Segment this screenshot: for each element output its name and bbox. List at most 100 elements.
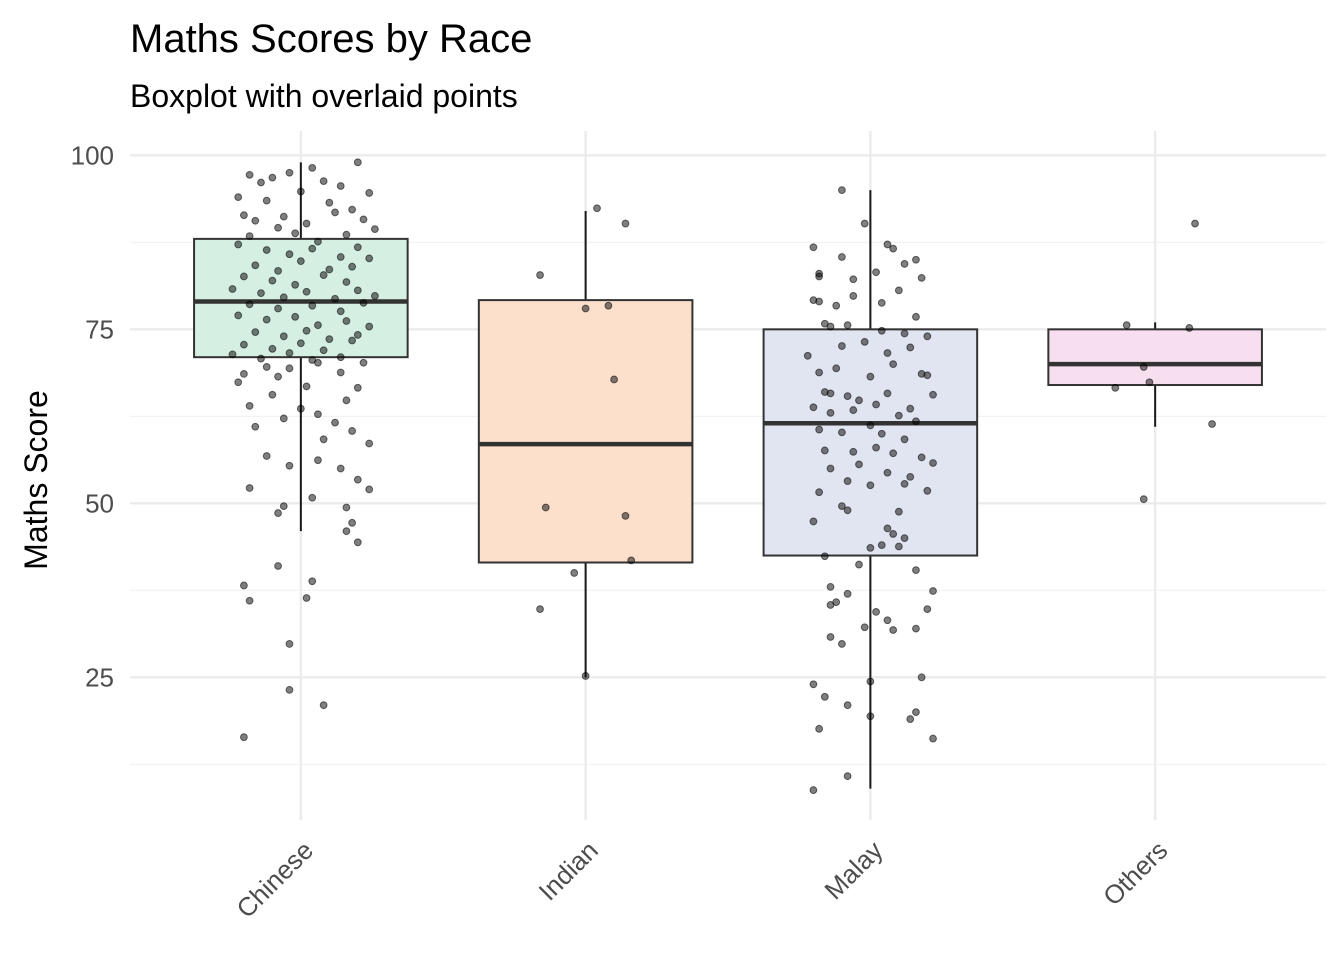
data-point xyxy=(838,640,846,648)
data-point xyxy=(889,449,898,458)
data-point xyxy=(245,596,254,605)
chart-title: Maths Scores by Race xyxy=(130,17,532,61)
data-point xyxy=(262,363,271,371)
data-point xyxy=(843,772,852,781)
data-point xyxy=(274,372,282,381)
data-point xyxy=(604,301,613,310)
x-tick-label: Malay xyxy=(818,835,888,905)
grid xyxy=(130,131,1326,820)
data-point xyxy=(815,425,824,434)
data-point xyxy=(314,237,322,246)
data-point xyxy=(1145,378,1154,387)
box-iqr xyxy=(1047,328,1263,387)
data-point xyxy=(291,312,300,321)
data-point xyxy=(240,272,248,281)
data-point xyxy=(849,447,858,456)
data-point xyxy=(268,344,277,353)
y-tick-label: 100 xyxy=(71,140,114,170)
data-point xyxy=(570,569,579,577)
data-point xyxy=(240,369,248,378)
data-point xyxy=(883,524,892,533)
data-point xyxy=(894,286,903,295)
data-point xyxy=(308,577,317,586)
data-point xyxy=(1139,363,1148,371)
data-point xyxy=(325,335,334,343)
data-point xyxy=(917,273,926,282)
data-point xyxy=(296,339,305,348)
data-point xyxy=(838,253,846,261)
data-point xyxy=(336,464,345,473)
data-point xyxy=(319,346,328,355)
data-point xyxy=(849,292,858,300)
data-point xyxy=(257,289,265,298)
data-point xyxy=(838,502,846,511)
data-point xyxy=(820,446,829,455)
data-point xyxy=(883,468,892,477)
x-tick-label: Indian xyxy=(533,835,604,906)
data-point xyxy=(319,177,328,186)
y-tick-label: 75 xyxy=(85,314,114,344)
data-point xyxy=(894,542,903,551)
data-point xyxy=(245,232,254,240)
data-point xyxy=(342,503,351,512)
data-point xyxy=(314,321,322,330)
points-others xyxy=(1111,219,1216,504)
data-point xyxy=(860,623,869,632)
data-point xyxy=(1208,420,1216,428)
data-point xyxy=(860,337,869,346)
data-point xyxy=(245,170,254,179)
data-point xyxy=(627,556,636,565)
data-point xyxy=(285,364,294,373)
data-point xyxy=(285,250,294,259)
data-point xyxy=(906,472,915,481)
data-point xyxy=(815,368,824,377)
data-point xyxy=(234,240,243,249)
data-point xyxy=(353,286,362,295)
data-point xyxy=(855,396,863,405)
data-point xyxy=(900,534,909,543)
data-point xyxy=(923,332,932,341)
data-point xyxy=(348,518,357,527)
data-point xyxy=(866,543,875,552)
boxplot-others xyxy=(1047,322,1263,427)
data-point xyxy=(234,193,243,202)
data-point xyxy=(906,343,915,352)
data-point xyxy=(348,336,357,345)
data-point xyxy=(274,304,282,313)
data-point xyxy=(245,484,254,492)
data-point xyxy=(291,229,300,238)
data-point xyxy=(843,701,852,710)
data-point xyxy=(262,246,271,254)
data-point xyxy=(240,211,248,220)
data-point xyxy=(285,461,294,470)
x-tick-label: Chinese xyxy=(230,835,319,924)
data-point xyxy=(308,356,317,364)
data-point xyxy=(900,260,909,268)
data-point xyxy=(234,311,243,320)
data-point xyxy=(353,243,362,252)
data-point xyxy=(308,244,317,253)
data-point xyxy=(1122,321,1131,330)
data-point xyxy=(228,285,237,293)
data-point xyxy=(900,435,909,444)
data-point xyxy=(274,266,282,275)
data-point xyxy=(302,382,311,391)
data-point xyxy=(353,383,362,392)
data-point xyxy=(855,560,863,569)
data-point xyxy=(621,511,630,520)
data-point xyxy=(877,541,886,549)
data-point xyxy=(877,326,886,335)
data-point xyxy=(912,624,920,633)
data-point xyxy=(353,538,362,547)
data-point xyxy=(866,712,875,721)
data-point xyxy=(843,477,852,485)
data-point xyxy=(883,349,892,357)
data-point xyxy=(912,312,920,321)
data-point xyxy=(894,411,903,420)
data-point xyxy=(849,406,858,414)
data-point xyxy=(365,322,374,331)
data-point xyxy=(279,212,288,221)
data-point xyxy=(342,317,351,325)
data-point xyxy=(803,351,812,360)
